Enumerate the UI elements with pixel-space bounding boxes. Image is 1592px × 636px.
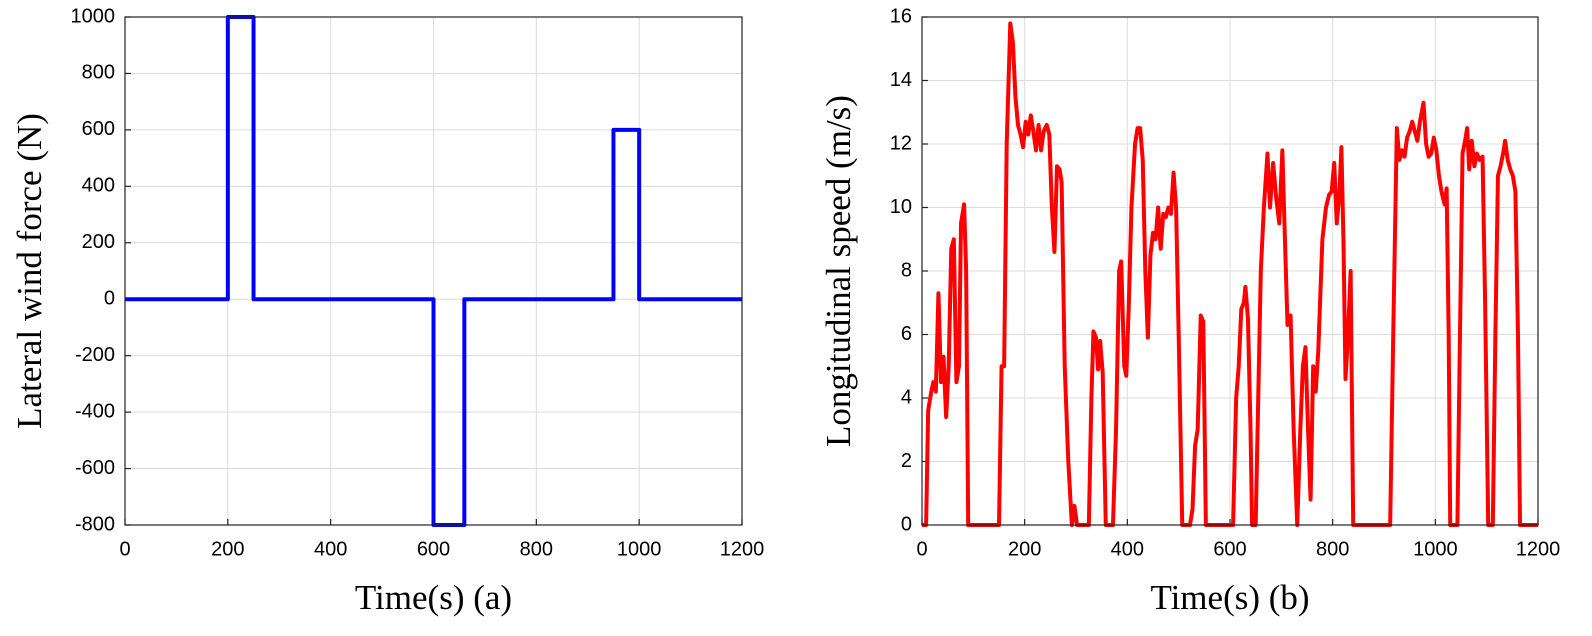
x-tick-label: 400 <box>1111 538 1144 560</box>
y-tick-label: 4 <box>901 386 912 408</box>
x-tick-label: 0 <box>916 538 927 560</box>
y-tick-label: -800 <box>75 513 115 535</box>
y-axis-label: Longitudinal speed (m/s) <box>819 95 858 447</box>
x-tick-label: 600 <box>1213 538 1246 560</box>
y-tick-label: 8 <box>901 259 912 281</box>
x-axis-label: Time(s) (b) <box>1150 578 1309 617</box>
y-tick-label: 200 <box>82 231 115 253</box>
y-tick-label: -200 <box>75 344 115 366</box>
y-tick-label: 1000 <box>71 5 116 27</box>
y-axis-label: Lateral wind force (N) <box>10 113 49 429</box>
x-tick-label: 1200 <box>1516 538 1561 560</box>
data-line <box>922 21 1538 527</box>
y-tick-label: 600 <box>82 118 115 140</box>
x-tick-label: 400 <box>314 538 347 560</box>
plot-frame <box>921 16 1539 526</box>
y-tick-label: -400 <box>75 400 115 422</box>
y-tick-label: 12 <box>890 132 912 154</box>
y-tick-label: 2 <box>901 450 912 472</box>
x-tick-label: 200 <box>1008 538 1041 560</box>
x-tick-label: 1000 <box>1413 538 1458 560</box>
y-tick-label: 400 <box>82 175 115 197</box>
y-tick-label: 0 <box>901 513 912 535</box>
y-tick-label: 6 <box>901 323 912 345</box>
x-tick-label: 1000 <box>617 538 662 560</box>
x-tick-label: 800 <box>520 538 553 560</box>
y-tick-label: -600 <box>75 457 115 479</box>
x-tick-label: 800 <box>1316 538 1349 560</box>
plot-frame <box>124 16 743 526</box>
x-tick-label: 600 <box>417 538 450 560</box>
y-tick-label: 0 <box>104 288 115 310</box>
x-axis-label: Time(s) (a) <box>355 578 512 617</box>
y-tick-label: 800 <box>82 62 115 84</box>
y-tick-label: 16 <box>890 5 912 27</box>
y-tick-label: 14 <box>890 69 912 91</box>
x-tick-label: 1200 <box>720 538 765 560</box>
y-tick-label: 10 <box>890 196 912 218</box>
x-tick-label: 200 <box>211 538 244 560</box>
x-tick-label: 0 <box>119 538 130 560</box>
